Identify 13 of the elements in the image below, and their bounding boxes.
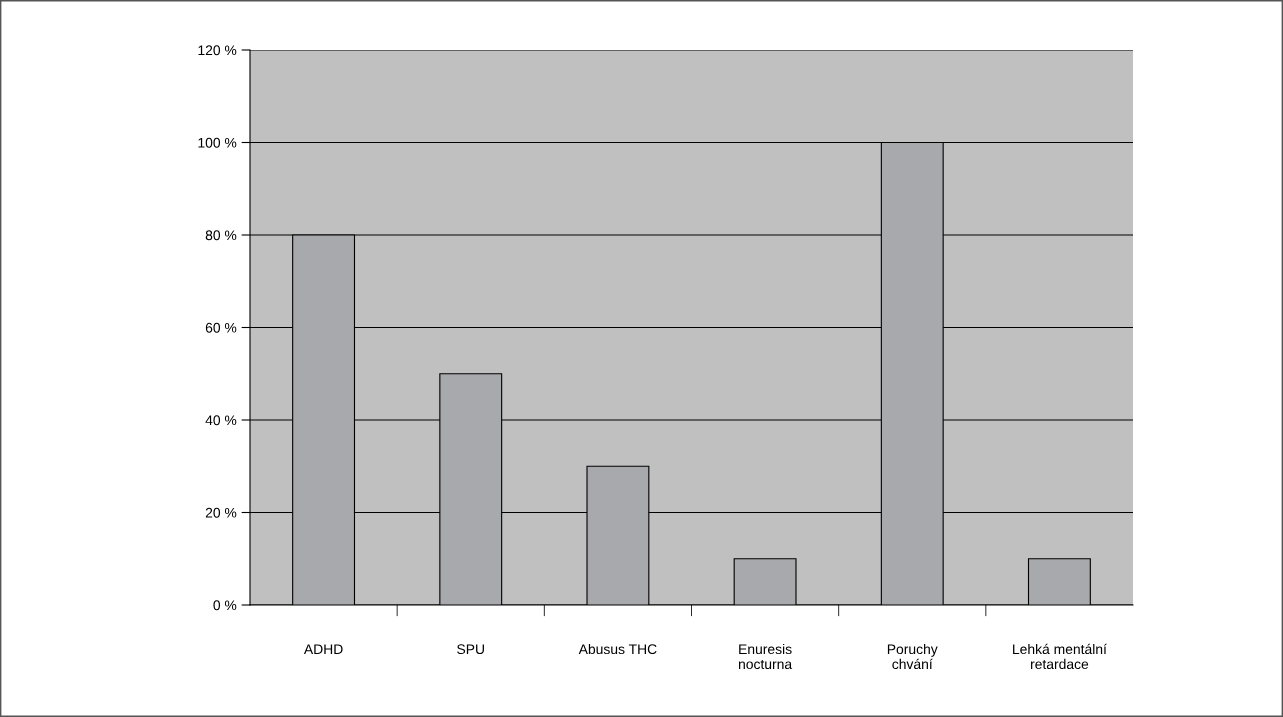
x-tick-label: Enuresis nocturna [738, 643, 793, 670]
x-tick-label: SPU [457, 644, 484, 655]
y-tick-label: 60 % [205, 322, 237, 333]
x-tick-label: Abusus THC [578, 643, 657, 655]
y-tick-label: 80 % [205, 230, 237, 241]
y-tick-label: 100 % [198, 137, 237, 148]
y-tick-label: 0 % [213, 600, 237, 611]
y-tick-label: 120 % [198, 45, 237, 56]
y-tick-label: 20 % [205, 507, 237, 518]
x-tick-label: Lehká mentální retardace [1013, 643, 1107, 670]
x-tick-label: ADHD [303, 644, 343, 654]
x-tick-label: Poruchy chvání [887, 643, 938, 670]
y-tick-label: 40 % [205, 415, 237, 426]
